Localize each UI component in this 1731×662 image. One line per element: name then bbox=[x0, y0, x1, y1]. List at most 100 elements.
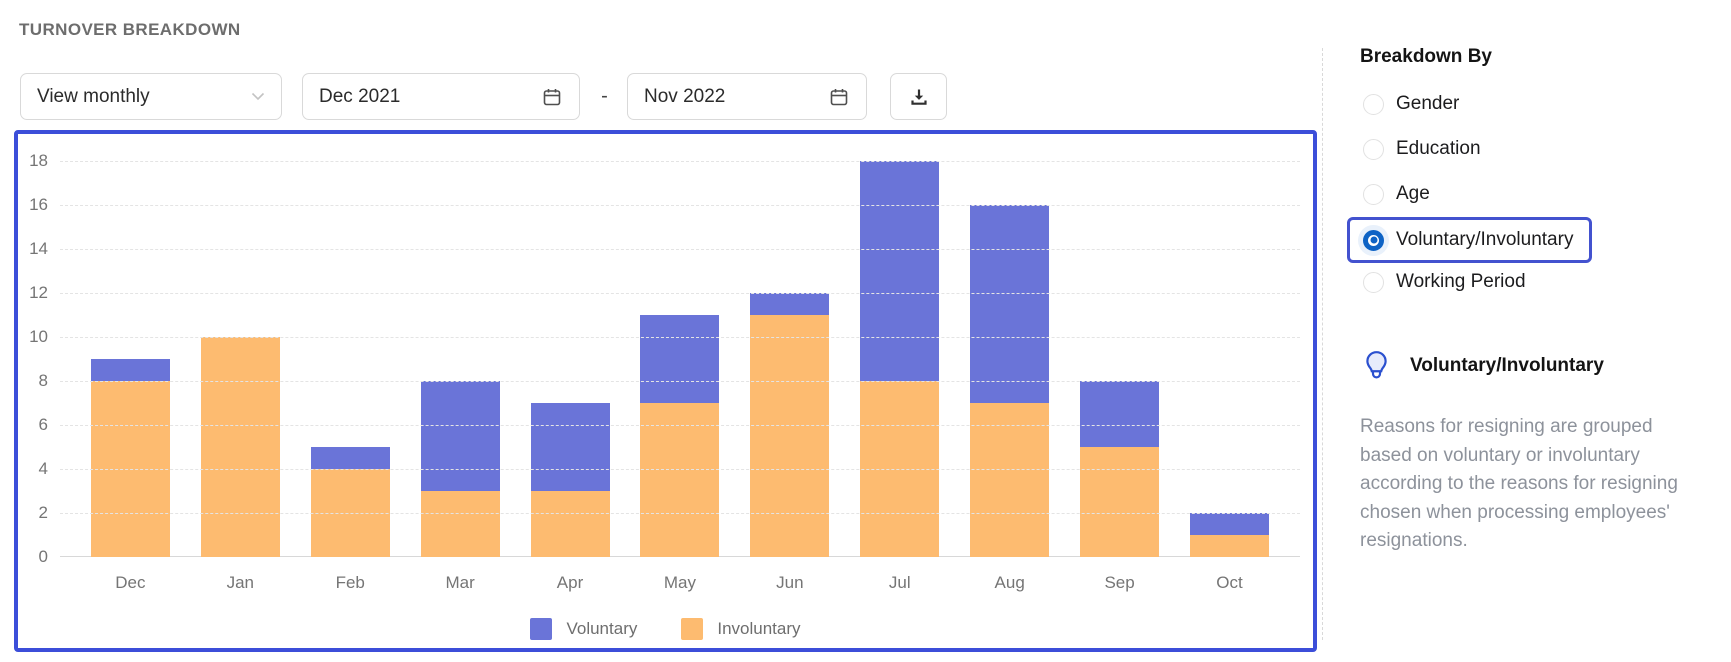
plot-area: Dec Jan Feb Mar Apr May Jun Jul Aug Sep Oct 0 2 4 6 8 1… bbox=[29, 151, 1300, 592]
radio-icon[interactable] bbox=[1363, 271, 1384, 293]
bar-jun[interactable]: Jun bbox=[750, 161, 830, 592]
bar-jun-voluntary[interactable] bbox=[750, 293, 830, 315]
chart-legend: Voluntary Involuntary bbox=[18, 618, 1313, 640]
bar-sep-involuntary[interactable] bbox=[1080, 447, 1160, 557]
info-title: Voluntary/Involuntary bbox=[1410, 354, 1604, 376]
y-axis-tick: 8 bbox=[38, 371, 48, 390]
bar-jun-involuntary[interactable] bbox=[750, 315, 830, 557]
view-mode-value: View monthly bbox=[37, 85, 150, 107]
legend-swatch bbox=[681, 618, 704, 640]
sidebar-heading: Breakdown By bbox=[1360, 46, 1492, 67]
breakdown-options: Gender Education Age Voluntary/Involuntary W… bbox=[1347, 92, 1727, 294]
bar-oct-voluntary[interactable] bbox=[1189, 513, 1269, 535]
bar-aug-involuntary[interactable] bbox=[970, 403, 1050, 557]
info-description: Reasons for resigning are grouped based … bbox=[1360, 416, 1678, 551]
bar-apr[interactable]: Apr bbox=[530, 161, 610, 592]
gridline bbox=[60, 249, 1300, 250]
breakdown-option-working-period[interactable]: Working Period bbox=[1347, 270, 1526, 294]
x-axis-label: Dec bbox=[115, 573, 146, 592]
breakdown-option-gender[interactable]: Gender bbox=[1347, 92, 1459, 116]
bar-dec-voluntary[interactable] bbox=[90, 359, 170, 381]
legend-item-involuntary[interactable]: Involuntary bbox=[681, 618, 801, 640]
bar-apr-voluntary[interactable] bbox=[530, 403, 610, 491]
bar-sep[interactable]: Sep bbox=[1080, 161, 1160, 592]
breakdown-sidebar: Breakdown By Gender Education Age Voluntary… bbox=[1347, 46, 1727, 556]
bar-mar[interactable]: Mar bbox=[420, 161, 500, 592]
date-range-separator: - bbox=[601, 85, 608, 107]
date-to-picker[interactable]: Nov 2022 bbox=[627, 73, 867, 120]
x-axis-label: Jul bbox=[888, 573, 911, 592]
gridline bbox=[60, 469, 1300, 470]
breakdown-option-age[interactable]: Age bbox=[1347, 182, 1430, 206]
gridline bbox=[60, 205, 1300, 206]
radio-selected-icon[interactable] bbox=[1363, 229, 1384, 251]
bar-aug-voluntary[interactable] bbox=[970, 205, 1050, 403]
bar-dec[interactable]: Dec bbox=[90, 161, 170, 592]
x-axis-label: Feb bbox=[335, 573, 365, 592]
bar-oct-involuntary[interactable] bbox=[1189, 535, 1269, 557]
option-label: Gender bbox=[1396, 93, 1460, 114]
bar-feb-voluntary[interactable] bbox=[310, 447, 390, 469]
bar-may-involuntary[interactable] bbox=[640, 403, 720, 557]
date-from-picker[interactable]: Dec 2021 bbox=[302, 73, 580, 120]
date-from-value: Dec 2021 bbox=[319, 85, 401, 107]
gridline bbox=[60, 381, 1300, 382]
option-label: Working Period bbox=[1396, 271, 1526, 292]
y-axis-tick: 0 bbox=[38, 547, 48, 566]
x-axis-label: Mar bbox=[445, 573, 475, 592]
legend-item-voluntary[interactable]: Voluntary bbox=[530, 618, 637, 640]
bar-feb[interactable]: Feb bbox=[310, 161, 390, 592]
lightbulb-icon bbox=[1365, 350, 1388, 381]
radio-icon[interactable] bbox=[1363, 183, 1384, 205]
x-axis-label: Jan bbox=[226, 573, 255, 592]
radio-icon[interactable] bbox=[1363, 138, 1384, 160]
bar-jul[interactable]: Jul bbox=[860, 161, 940, 592]
bar-mar-voluntary[interactable] bbox=[420, 381, 500, 491]
bar-sep-voluntary[interactable] bbox=[1080, 381, 1160, 447]
y-axis-tick: 6 bbox=[38, 415, 48, 434]
bars: Dec Jan Feb Mar Apr May Jun Jul Aug Sep Oct bbox=[60, 161, 1300, 592]
legend-label: Voluntary bbox=[566, 619, 638, 638]
option-label: Education bbox=[1396, 138, 1481, 159]
chart-panel: Dec Jan Feb Mar Apr May Jun Jul Aug Sep Oct 0 2 4 6 8 1… bbox=[14, 130, 1317, 652]
bar-may-voluntary[interactable] bbox=[640, 315, 720, 403]
bar-apr-involuntary[interactable] bbox=[530, 491, 610, 557]
page-title: TURNOVER BREAKDOWN bbox=[19, 20, 241, 39]
legend-label: Involuntary bbox=[717, 619, 801, 638]
y-axis-tick: 18 bbox=[29, 151, 48, 170]
calendar-icon bbox=[541, 86, 563, 108]
bar-jan-involuntary[interactable] bbox=[200, 337, 280, 557]
x-axis-label: Apr bbox=[556, 573, 584, 592]
x-axis-label: Oct bbox=[1216, 573, 1243, 592]
y-axis-tick: 16 bbox=[29, 195, 48, 214]
info-header: Voluntary/Involuntary bbox=[1365, 350, 1727, 381]
bar-mar-involuntary[interactable] bbox=[420, 491, 500, 557]
download-button[interactable] bbox=[890, 73, 947, 120]
x-axis-label: Aug bbox=[994, 573, 1025, 592]
radio-icon[interactable] bbox=[1363, 93, 1384, 115]
y-axis-tick: 4 bbox=[38, 459, 48, 478]
breakdown-option-voluntary-involuntary[interactable]: Voluntary/Involuntary bbox=[1347, 217, 1593, 263]
calendar-icon bbox=[828, 86, 850, 108]
gridline bbox=[60, 513, 1300, 514]
chevron-down-icon bbox=[251, 92, 265, 101]
gridline bbox=[60, 161, 1300, 162]
bar-jul-voluntary[interactable] bbox=[860, 161, 940, 381]
x-axis-label: Jun bbox=[776, 573, 804, 592]
date-to-value: Nov 2022 bbox=[644, 85, 726, 107]
breakdown-option-education[interactable]: Education bbox=[1347, 137, 1481, 161]
bar-oct[interactable]: Oct bbox=[1189, 161, 1269, 592]
view-mode-select[interactable]: View monthly bbox=[20, 73, 282, 120]
y-axis-tick: 12 bbox=[29, 283, 48, 302]
gridline bbox=[60, 293, 1300, 294]
y-axis-tick: 2 bbox=[38, 503, 48, 522]
gridline bbox=[60, 425, 1300, 426]
option-label: Voluntary/Involuntary bbox=[1396, 229, 1574, 250]
download-icon bbox=[908, 86, 930, 108]
bar-jan[interactable]: Jan bbox=[200, 161, 280, 592]
y-axis-tick: 10 bbox=[29, 327, 48, 346]
bar-may[interactable]: May bbox=[640, 161, 720, 592]
bar-aug[interactable]: Aug bbox=[970, 161, 1050, 592]
gridline bbox=[60, 337, 1300, 338]
